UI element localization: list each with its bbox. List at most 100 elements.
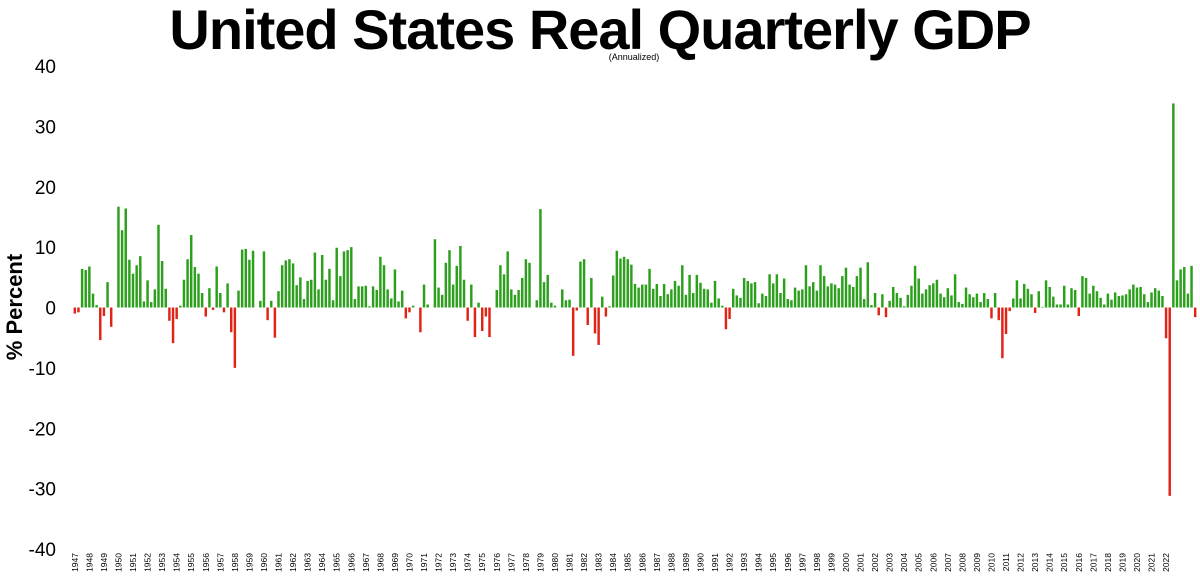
bar — [411, 305, 415, 308]
x-tick-label: 1976 — [492, 553, 502, 572]
bar — [964, 287, 968, 308]
bar — [219, 293, 222, 308]
bar — [440, 294, 444, 308]
bar — [149, 302, 153, 308]
bar — [331, 300, 335, 308]
x-tick-label: 1969 — [390, 553, 400, 572]
bar — [451, 284, 455, 308]
bar — [408, 307, 411, 313]
bar — [135, 265, 138, 308]
bar — [651, 288, 655, 308]
bar — [808, 286, 811, 308]
bar — [1121, 295, 1124, 308]
bar — [986, 299, 990, 308]
bar — [881, 294, 884, 308]
bar — [550, 302, 553, 308]
bar — [244, 248, 248, 308]
bar — [1135, 287, 1139, 308]
bar — [480, 307, 484, 332]
bar — [77, 307, 80, 313]
bar — [295, 285, 298, 308]
bar — [484, 307, 488, 317]
bar — [906, 294, 910, 308]
bar — [710, 302, 713, 308]
bar — [382, 265, 386, 308]
bar — [862, 299, 866, 308]
bar — [131, 273, 135, 308]
y-tick-label: -30 — [29, 480, 56, 501]
bar — [575, 307, 579, 311]
bar — [601, 296, 604, 308]
bar — [284, 260, 288, 308]
y-tick-label: 10 — [35, 238, 56, 259]
bar — [561, 289, 564, 308]
x-tick-label: 1964 — [317, 553, 327, 572]
bar — [124, 208, 127, 308]
bar — [972, 297, 975, 308]
bar — [364, 285, 368, 308]
bar — [222, 307, 226, 313]
bar — [968, 294, 971, 308]
bar — [1073, 289, 1077, 308]
bar — [259, 300, 262, 308]
bar — [677, 285, 680, 308]
bar — [822, 276, 826, 308]
x-tick-label: 1949 — [99, 553, 109, 572]
bar — [186, 259, 189, 308]
bar — [742, 277, 746, 308]
x-tick-label: 1968 — [375, 553, 385, 572]
bar — [226, 283, 229, 308]
bar — [1103, 304, 1106, 308]
bars-group — [73, 103, 1197, 496]
x-tick-label: 2017 — [1088, 553, 1098, 572]
bar — [1001, 307, 1004, 359]
bar — [390, 298, 393, 308]
bar — [277, 291, 280, 308]
x-tick-label: 2002 — [870, 553, 880, 572]
bar — [317, 289, 320, 308]
bar — [342, 251, 346, 308]
bar — [215, 266, 218, 308]
bar — [146, 280, 149, 308]
bar — [360, 286, 364, 308]
bar — [459, 245, 462, 308]
bar — [375, 289, 378, 308]
bar — [517, 289, 520, 308]
bar — [230, 307, 233, 333]
bar — [630, 264, 633, 308]
chart-title: United States Real Quarterly GDP — [169, 0, 1031, 61]
bar — [379, 256, 382, 308]
y-tick-label: -10 — [29, 359, 56, 380]
bar — [979, 302, 982, 308]
bar — [848, 284, 851, 308]
bar — [499, 265, 502, 308]
bar — [975, 293, 979, 308]
bar — [1070, 288, 1073, 308]
bar — [713, 280, 717, 308]
bar — [73, 307, 77, 314]
x-tick-label: 2008 — [957, 553, 967, 572]
bar — [1190, 265, 1193, 308]
bar — [1092, 285, 1095, 308]
x-tick-label: 1985 — [623, 553, 633, 572]
bar — [670, 289, 673, 308]
bar — [892, 286, 895, 308]
bar — [339, 276, 342, 308]
y-tick-label: 0 — [45, 299, 56, 320]
bar — [524, 259, 528, 308]
bar — [211, 307, 215, 310]
bar — [437, 287, 440, 308]
bar — [270, 300, 273, 308]
bar — [386, 289, 389, 308]
bar — [1066, 304, 1070, 308]
x-tick-label: 1975 — [477, 553, 487, 572]
bar — [604, 307, 608, 317]
bar — [815, 290, 819, 308]
x-tick-label: 1982 — [579, 553, 589, 572]
bar — [724, 307, 728, 330]
x-tick-label: 1966 — [346, 553, 356, 572]
bar — [328, 268, 331, 308]
bar — [855, 276, 859, 308]
bar — [128, 259, 131, 308]
bar — [615, 250, 619, 308]
